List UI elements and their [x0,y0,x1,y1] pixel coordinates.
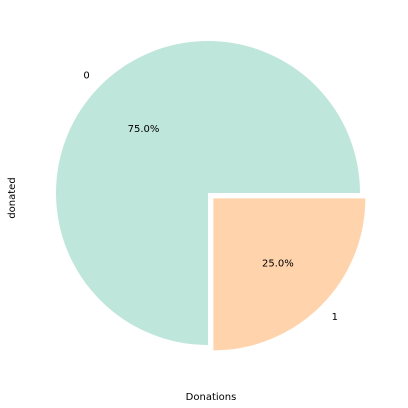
pie-slices [56,41,366,351]
pie-labels: 75.0% 0 25.0% 1 [83,70,338,323]
slice-category-label: 1 [332,312,338,323]
x-axis-label: Donations [186,392,237,403]
pie-slice-0 [56,41,360,345]
y-axis-label: donated [7,177,18,218]
pie-slice-1 [213,198,366,351]
slice-percent-label: 75.0% [128,124,160,135]
slice-percent-label: 25.0% [262,258,294,269]
slice-category-label: 0 [83,70,89,81]
